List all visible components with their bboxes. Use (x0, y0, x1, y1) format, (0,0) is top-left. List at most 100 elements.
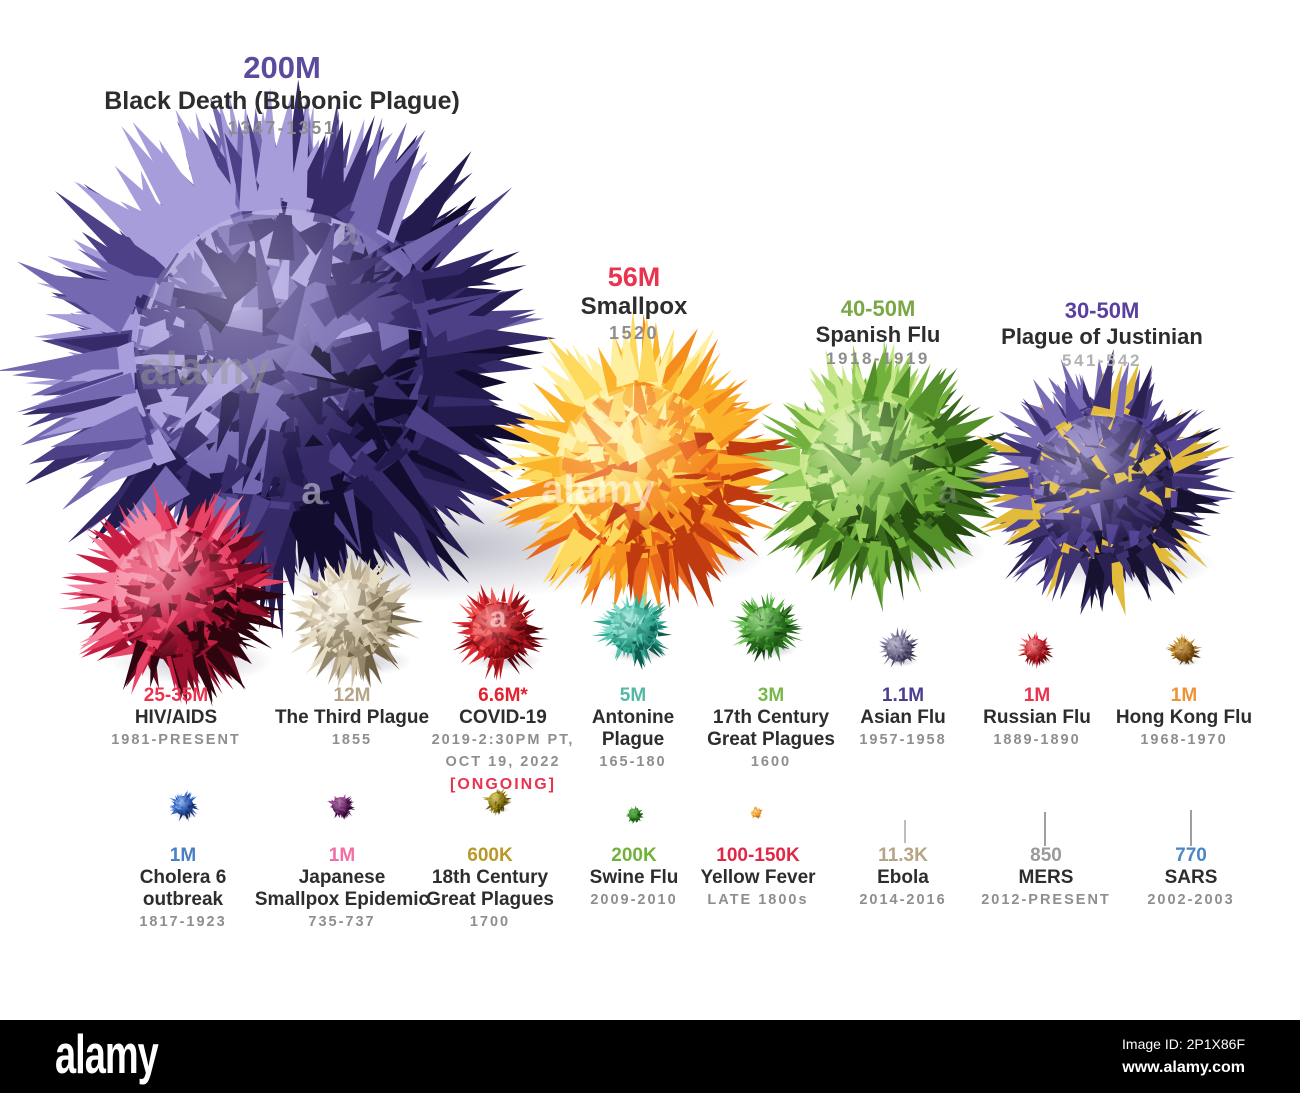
virus-ball-smallpox (484, 308, 797, 622)
death-toll: 6.6M* (478, 685, 528, 706)
pandemic-name: HIV/AIDS (134, 707, 218, 728)
pandemic-dates: OCT 19, 2022 (445, 754, 561, 770)
pandemic-dates: 1968-1970 (1140, 732, 1228, 748)
virus-ball-hiv-aids (58, 481, 289, 707)
death-toll: 5M (619, 685, 647, 706)
pandemic-dates: 2002-2003 (1147, 892, 1235, 908)
pandemic-dates: 165-180 (599, 754, 667, 770)
pandemic-label-cholera-6-outbreak: 1M Cholera 6 outbreak 1817-1923 (93, 844, 273, 933)
death-toll: 3M (757, 685, 785, 706)
virus-ball-18th-century-great-plagues (481, 787, 512, 817)
virus-ball-cholera-6-outbreak (169, 790, 200, 822)
pandemic-name: Black Death (Bubonic Plague) (104, 87, 460, 115)
pandemic-label-ebola: 11.3K Ebola 2014-2016 (818, 844, 988, 911)
pandemic-dates: 2012-PRESENT (981, 892, 1111, 908)
death-toll: 1M (328, 845, 356, 866)
death-toll: 770 (1175, 845, 1207, 866)
virus-ball-third-plague (288, 553, 424, 690)
pandemic-name: COVID-19 (459, 707, 547, 728)
image-id-text: Image ID: 2P1X86F (1122, 1036, 1245, 1052)
death-toll: 1.1M (881, 685, 925, 706)
virus-ball-spanish-flu (741, 337, 1008, 613)
pandemic-name: Spanish Flu (815, 322, 941, 347)
pandemic-name: The Third Plague (274, 707, 430, 728)
death-toll: 1M (1170, 685, 1198, 706)
pandemic-label-third-plague: 12M The Third Plague 1855 (242, 684, 462, 751)
death-toll: 100-150K (716, 845, 800, 866)
pandemic-name: Great Plagues (426, 889, 554, 910)
pandemic-label-plague-of-justinian: 30-50M Plague of Justinian 541-542 (937, 298, 1267, 372)
pandemic-dates: 1347-1351 (227, 118, 337, 138)
pandemic-label-sars: 770 SARS 2002-2003 (1106, 844, 1276, 911)
pandemic-name: Antonine (591, 707, 675, 728)
death-toll: 850 (1030, 845, 1062, 866)
virus-ball-swine-flu (625, 805, 644, 824)
pandemic-label-yellow-fever: 100-150K Yellow Fever LATE 1800s (666, 844, 851, 911)
pandemic-name: Ebola (877, 867, 929, 888)
pandemic-dates: 1889-1890 (993, 732, 1081, 748)
death-toll: 30-50M (1064, 298, 1140, 323)
pandemic-name: SARS (1164, 867, 1218, 888)
death-toll: 200K (611, 845, 657, 866)
pandemic-dates: 1918-1919 (826, 349, 930, 368)
virus-ball-17th-century-great-plagues (728, 591, 804, 663)
pandemic-dates: 1957-1958 (859, 732, 947, 748)
virus-ball-antonine-plague (591, 587, 672, 670)
footer-meta: Image ID: 2P1X86F www.alamy.com (1122, 1036, 1245, 1077)
pandemic-dates: 2019-2:30PM PT, (431, 732, 575, 748)
pandemic-name: Yellow Fever (700, 867, 816, 888)
death-toll: 12M (333, 685, 371, 706)
ongoing-badge: [ONGOING] (450, 776, 556, 793)
virus-ball-yellow-fever (750, 806, 763, 820)
virus-ball-plague-of-justinian (963, 349, 1237, 616)
virus-ball-japanese-smallpox-epidemic (326, 793, 356, 821)
death-toll: 25-35M (143, 685, 209, 706)
pandemic-label-covid-19: 6.6M* COVID-19 2019-2:30PM PT, OCT 19, 2022… (396, 684, 611, 794)
pandemic-name: 17th Century (712, 707, 830, 728)
pandemic-dates: 2009-2010 (590, 892, 678, 908)
pandemic-dates: 1981-PRESENT (111, 732, 241, 748)
pandemic-name: Smallpox (580, 293, 688, 320)
pandemic-name: Swine Flu (589, 867, 679, 888)
pandemic-name: Great Plagues (707, 729, 835, 750)
pandemic-dates: 735-737 (308, 914, 376, 930)
tiny-marker-line-ebola (904, 820, 906, 843)
death-toll: 1M (1023, 685, 1051, 706)
alamy-logo: alamy (55, 1025, 159, 1087)
tiny-marker-line-sars (1190, 810, 1192, 846)
pandemic-label-swine-flu: 200K Swine Flu 2009-2010 (549, 844, 719, 911)
pandemic-name: Cholera 6 (139, 867, 227, 888)
pandemic-label-antonine-plague: 5M Antonine Plague 165-180 (553, 684, 713, 773)
pandemic-name: MERS (1018, 867, 1074, 888)
pandemic-label-spanish-flu: 40-50M Spanish Flu 1918-1919 (748, 296, 1008, 370)
pandemic-name: Plague (601, 729, 665, 750)
pandemic-name: Smallpox Epidemic (254, 889, 430, 910)
death-toll: 600K (467, 845, 513, 866)
pandemic-dates: LATE 1800s (707, 892, 809, 908)
pandemic-label-black-death: 200M Black Death (Bubonic Plague) 1347-135… (12, 50, 552, 140)
pandemic-name: Hong Kong Flu (1115, 707, 1253, 728)
death-toll: 11.3K (878, 845, 928, 866)
tiny-marker-line-mers (1044, 812, 1046, 846)
pandemic-label-russian-flu: 1M Russian Flu 1889-1890 (947, 684, 1127, 751)
pandemic-label-japanese-smallpox-epidemic: 1M Japanese Smallpox Epidemic 735-737 (230, 844, 455, 933)
pandemic-label-17th-century-great-plagues: 3M 17th Century Great Plagues 1600 (676, 684, 866, 773)
pandemic-label-mers: 850 MERS 2012-PRESENT (944, 844, 1149, 911)
pandemic-dates: 1817-1923 (139, 914, 227, 930)
pandemic-name: Asian Flu (860, 707, 946, 728)
pandemic-name: outbreak (142, 889, 224, 910)
pandemic-dates: 1855 (331, 732, 373, 748)
pandemic-dates: 541-542 (1062, 351, 1142, 370)
virus-ball-russian-flu (1018, 631, 1055, 670)
pandemic-name: Japanese (298, 867, 386, 888)
death-toll: 1M (169, 845, 197, 866)
pandemic-name: Russian Flu (983, 707, 1091, 728)
pandemic-label-hong-kong-flu: 1M Hong Kong Flu 1968-1970 (1089, 684, 1279, 751)
pandemic-dates: 2014-2016 (859, 892, 947, 908)
pandemic-dates: 1600 (750, 754, 792, 770)
pandemic-name: 18th Century (431, 867, 549, 888)
pandemic-dates: 1700 (469, 914, 511, 930)
pandemic-label-hiv-aids: 25-35M HIV/AIDS 1981-PRESENT (56, 684, 296, 751)
virus-ball-asian-flu (878, 627, 920, 669)
